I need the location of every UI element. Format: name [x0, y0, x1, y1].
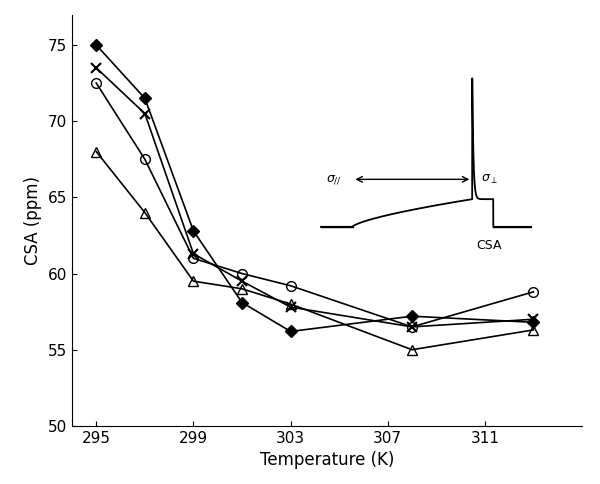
- Y-axis label: CSA (ppm): CSA (ppm): [24, 176, 42, 265]
- Text: $\sigma_{\perp}$: $\sigma_{\perp}$: [481, 173, 498, 186]
- Text: CSA: CSA: [476, 239, 502, 252]
- Text: $\sigma_{//}$: $\sigma_{//}$: [326, 173, 342, 186]
- X-axis label: Temperature (K): Temperature (K): [260, 452, 394, 469]
